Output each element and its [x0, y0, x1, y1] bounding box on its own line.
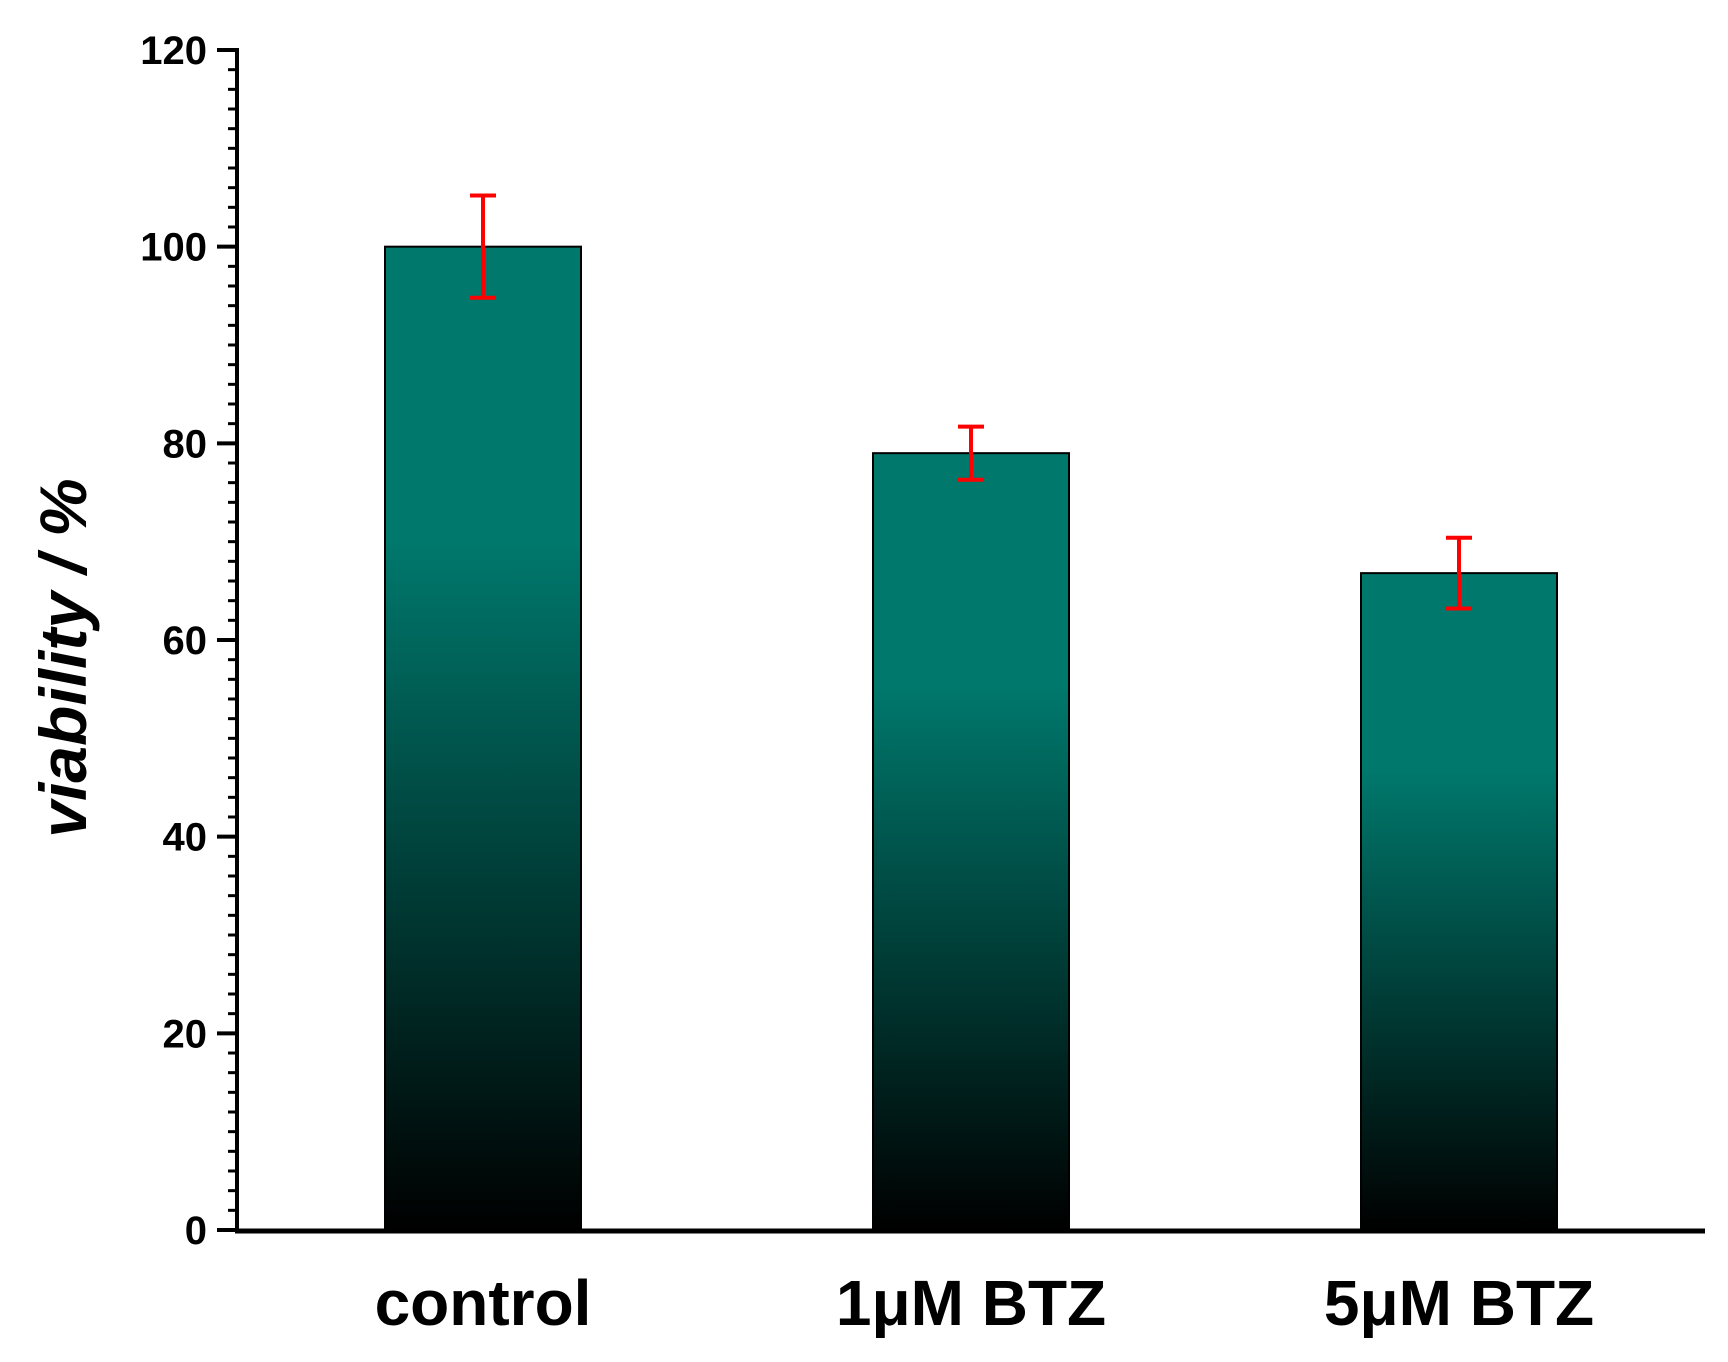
category-label-0: control: [375, 1267, 592, 1339]
y-axis-title: viability / %: [26, 478, 100, 837]
error-bars-group: [470, 193, 1472, 611]
y-tick-label: 40: [163, 816, 208, 860]
y-tick-label: 20: [163, 1012, 208, 1056]
y-axis: 0 20 40 60 80 100 120: [140, 29, 239, 1253]
bar-2: [1360, 572, 1558, 1231]
y-tick-label: 60: [163, 619, 208, 663]
y-tick-label: 100: [140, 226, 207, 270]
y-tick-label: 0: [185, 1209, 207, 1253]
error-bar-1: [958, 424, 984, 482]
x-axis: control 1μM BTZ 5μM BTZ: [235, 1228, 1705, 1339]
category-label-1: 1μM BTZ: [836, 1267, 1106, 1339]
error-bar-2: [1446, 535, 1472, 611]
category-label-2: 5μM BTZ: [1324, 1267, 1594, 1339]
error-bar-0: [470, 193, 496, 300]
bar-0: [384, 245, 582, 1231]
y-tick-label: 120: [140, 29, 207, 73]
bar-1: [872, 452, 1070, 1231]
bars-group: [384, 245, 1558, 1231]
y-tick-label: 80: [163, 422, 208, 466]
